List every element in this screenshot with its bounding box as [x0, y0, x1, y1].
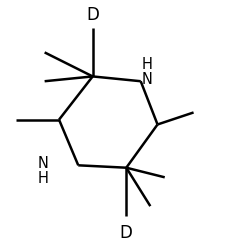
Text: H: H [141, 57, 152, 72]
Text: D: D [120, 224, 133, 242]
Text: D: D [86, 5, 99, 24]
Text: H: H [38, 171, 49, 186]
Text: N: N [38, 156, 49, 171]
Text: N: N [141, 72, 152, 87]
